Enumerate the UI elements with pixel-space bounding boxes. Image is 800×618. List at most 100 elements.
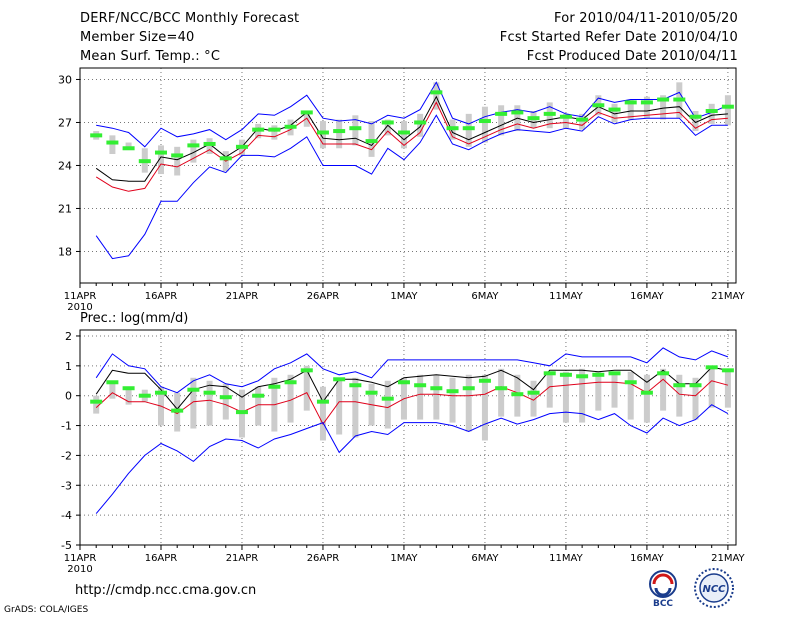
series-line-ensemble-min (95, 114, 728, 260)
x-tick-label: 16APR (145, 291, 178, 302)
y-tick-label: 0 (65, 390, 72, 403)
box-day-26 (498, 105, 505, 136)
box-day-40 (724, 371, 731, 408)
marker-day-12 (268, 384, 281, 389)
marker-day-13 (284, 380, 297, 385)
box-day-24 (465, 374, 472, 432)
marker-day-16 (333, 377, 346, 382)
y-tick-label: 21 (58, 202, 72, 215)
marker-day-35 (640, 100, 653, 105)
grads-credit: GrADS: COLA/IGES (4, 605, 89, 615)
box-day-3 (125, 389, 132, 405)
marker-day-20 (397, 380, 410, 385)
marker-day-11 (252, 127, 265, 132)
marker-day-35 (640, 390, 653, 395)
y-tick-label: 1 (65, 360, 72, 373)
marker-day-32 (592, 372, 605, 377)
marker-day-31 (576, 117, 589, 122)
marker-day-16 (333, 129, 346, 134)
svg-text:BCC: BCC (653, 599, 673, 608)
box-day-3 (125, 142, 132, 150)
marker-day-15 (316, 130, 329, 135)
marker-day-34 (624, 100, 637, 105)
marker-day-7 (187, 143, 200, 148)
marker-day-15 (316, 399, 329, 404)
marker-day-9 (219, 395, 232, 400)
box-day-21 (417, 374, 424, 420)
box-day-23 (449, 377, 456, 423)
marker-day-26 (495, 386, 508, 391)
box-day-31 (579, 368, 586, 423)
marker-day-4 (138, 159, 151, 164)
member-size: Member Size=40 (80, 30, 195, 45)
marker-day-17 (349, 126, 362, 131)
marker-day-6 (171, 153, 184, 158)
x-tick-label: 11APR (64, 553, 97, 564)
marker-day-36 (657, 371, 670, 376)
y-tick-label: -5 (61, 539, 72, 552)
box-day-36 (660, 368, 667, 411)
box-day-28 (530, 380, 537, 417)
marker-day-23 (446, 126, 459, 131)
x-tick-label: 16APR (145, 553, 178, 564)
box-day-8 (206, 380, 213, 426)
marker-day-27 (511, 392, 524, 397)
panel-title: Prec.: log(mm/d) (80, 311, 188, 326)
series-line-ensemble-mean (95, 366, 728, 410)
box-day-1 (93, 395, 100, 414)
box-day-25 (481, 374, 488, 441)
marker-day-32 (592, 103, 605, 108)
box-day-20 (400, 121, 407, 149)
box-day-33 (611, 103, 618, 123)
box-day-7 (190, 139, 197, 163)
y-tick-label: -4 (61, 509, 72, 522)
box-day-5 (157, 145, 164, 175)
box-day-39 (708, 365, 715, 408)
x-tick-label: 11MAY (549, 291, 583, 302)
box-day-16 (336, 377, 343, 435)
marker-day-22 (430, 386, 443, 391)
marker-day-21 (414, 120, 427, 125)
marker-day-33 (608, 107, 621, 112)
marker-day-11 (252, 393, 265, 398)
box-day-17 (352, 115, 359, 146)
y-tick-label: 24 (58, 159, 72, 172)
marker-day-13 (284, 124, 297, 129)
box-day-2 (109, 135, 116, 154)
x-tick-sublabel: 2010 (67, 302, 92, 313)
forecast-period: For 2010/04/11-2010/05/20 (554, 11, 738, 26)
website-url[interactable]: http://cmdp.ncc.cma.gov.cn (75, 583, 257, 598)
box-day-14 (303, 365, 310, 411)
box-day-12 (271, 125, 278, 140)
x-tick-label: 26APR (307, 553, 340, 564)
marker-day-1 (90, 399, 103, 404)
box-day-6 (174, 146, 181, 176)
box-day-17 (352, 377, 359, 438)
x-tick-label: 26APR (307, 291, 340, 302)
box-day-40 (724, 95, 731, 126)
marker-day-23 (446, 389, 459, 394)
box-day-25 (481, 106, 488, 143)
marker-day-27 (511, 110, 524, 115)
marker-day-30 (559, 114, 572, 119)
marker-day-7 (187, 387, 200, 392)
box-day-36 (660, 95, 667, 120)
series-line-ensemble-median (95, 378, 729, 426)
box-day-35 (643, 374, 650, 423)
box-day-24 (465, 113, 472, 147)
marker-day-12 (268, 127, 281, 132)
marker-day-22 (430, 90, 443, 95)
marker-day-1 (90, 133, 103, 138)
marker-day-19 (381, 396, 394, 401)
marker-day-2 (106, 140, 119, 145)
start-date: Fcst Started Refer Date 2010/04/10 (499, 30, 738, 45)
marker-day-31 (576, 374, 589, 379)
y-tick-label: -3 (61, 479, 72, 492)
box-day-8 (206, 138, 213, 154)
marker-day-17 (349, 383, 362, 388)
marker-day-28 (527, 390, 540, 395)
bcc-emblem-icon: BCC (649, 570, 677, 609)
marker-day-4 (138, 393, 151, 398)
y-tick-label: 18 (58, 245, 72, 258)
